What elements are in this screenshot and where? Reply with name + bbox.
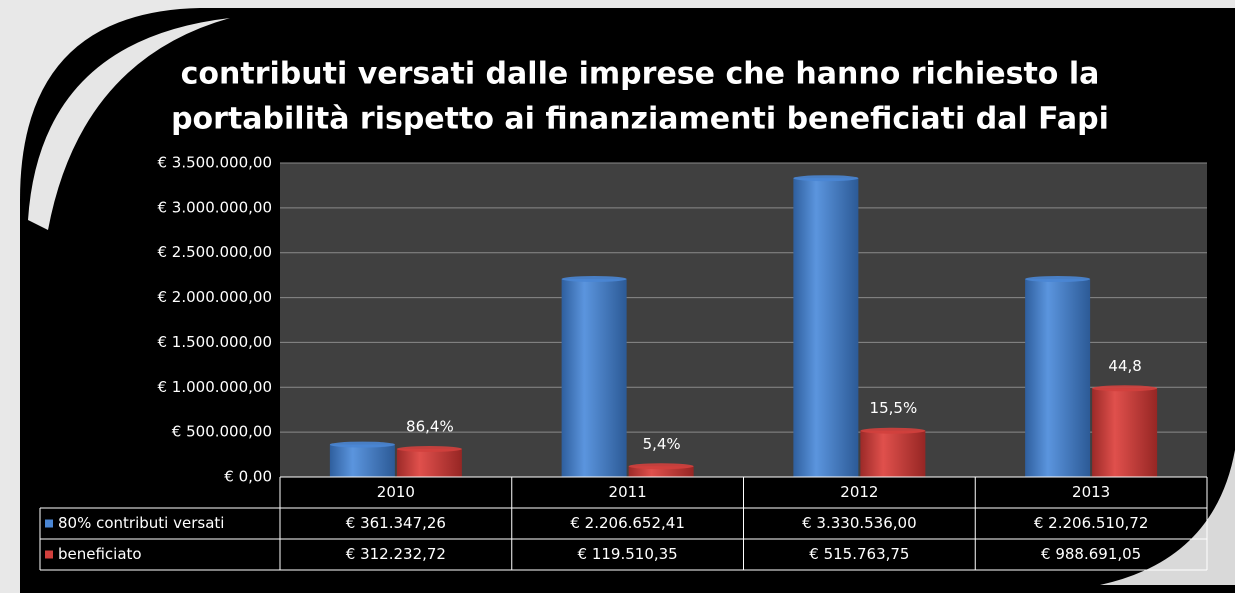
bar — [396, 448, 462, 477]
legend-label: beneficiato — [58, 545, 142, 563]
bar — [329, 444, 395, 477]
bar-cap — [396, 445, 462, 452]
y-tick-label: € 3.500.000,00 — [157, 154, 272, 172]
table-cell: € 988.691,05 — [1041, 545, 1141, 563]
bar — [1025, 279, 1091, 477]
table-cell: € 515.763,75 — [809, 545, 909, 563]
frame-highlight — [1100, 450, 1235, 585]
bar-cap — [329, 441, 395, 448]
x-tick-label: 2010 — [377, 483, 415, 501]
bar-cap — [1092, 385, 1158, 392]
y-tick-label: € 1.000.000,00 — [157, 378, 272, 396]
bar — [561, 279, 627, 477]
y-tick-label: € 0,00 — [224, 468, 272, 486]
frame-highlight — [28, 18, 230, 230]
bar-cap — [561, 276, 627, 283]
chart-title: portabilità rispetto ai finanziamenti be… — [171, 102, 1109, 137]
y-tick-label: € 1.500.000,00 — [157, 333, 272, 351]
annotation: 44,8 — [1108, 357, 1141, 375]
bar — [628, 466, 694, 477]
chart-title: contributi versati dalle imprese che han… — [181, 57, 1100, 92]
table-cell: € 312.232,72 — [346, 545, 446, 563]
table-cell: € 119.510,35 — [578, 545, 678, 563]
legend-key — [45, 519, 53, 528]
y-tick-label: € 3.000.000,00 — [157, 198, 272, 216]
x-tick-label: 2013 — [1072, 483, 1110, 501]
annotation: 86,4% — [406, 417, 454, 435]
bar — [860, 430, 926, 477]
table-cell: € 2.206.510,72 — [1034, 514, 1149, 532]
x-tick-label: 2011 — [609, 483, 647, 501]
bar-cap — [628, 463, 694, 470]
bar-cap — [860, 427, 926, 434]
bar — [793, 178, 859, 477]
x-tick-label: 2012 — [840, 483, 878, 501]
bar — [1092, 388, 1158, 477]
annotation: 15,5% — [870, 399, 918, 417]
y-tick-label: € 2.500.000,00 — [157, 243, 272, 261]
table-cell: € 3.330.536,00 — [802, 514, 917, 532]
annotation: 5,4% — [643, 435, 681, 453]
y-tick-label: € 2.000.000,00 — [157, 288, 272, 306]
legend-label: 80% contributi versati — [58, 514, 224, 532]
table-cell: € 361.347,26 — [346, 514, 446, 532]
legend-key — [45, 550, 53, 559]
y-tick-label: € 500.000,00 — [172, 423, 272, 441]
bar-cap — [1025, 276, 1091, 283]
bar-cap — [793, 175, 859, 182]
table-cell: € 2.206.652,41 — [570, 514, 685, 532]
